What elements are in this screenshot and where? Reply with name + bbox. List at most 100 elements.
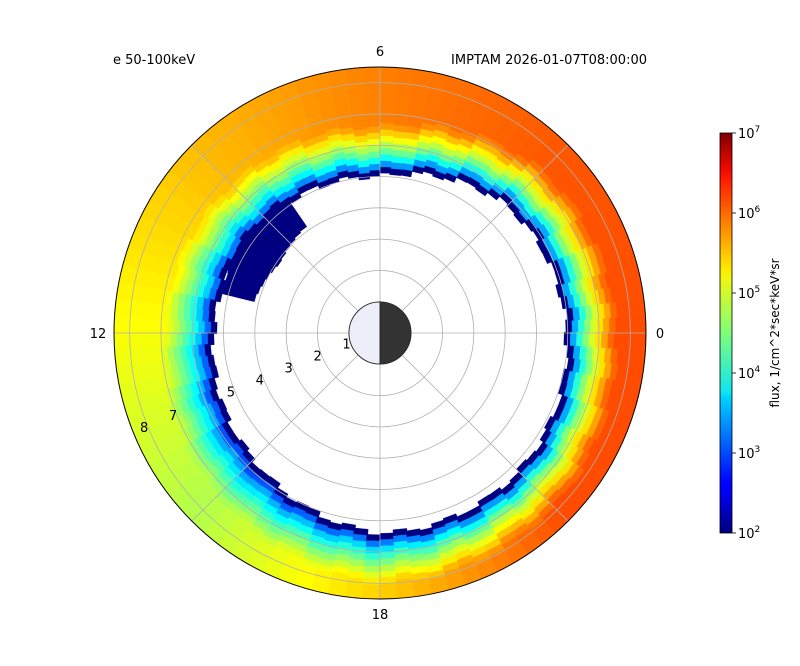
flux-cell [450, 590, 472, 599]
flux-cell [326, 596, 347, 599]
flux-cell [431, 67, 453, 72]
flux-cell [270, 67, 292, 80]
flux-cell [308, 594, 329, 599]
l-shell-tick-label: 3 [285, 361, 293, 376]
colorbar-label: flux, 1/cm^2*sec*keV*sr [768, 258, 782, 407]
flux-cell [128, 193, 145, 215]
flux-cell [129, 453, 146, 474]
flux-cell [646, 277, 656, 297]
flux-cell [644, 331, 646, 351]
flux-cell [209, 321, 218, 335]
flux-cell [640, 313, 646, 334]
earth-dayside [348, 301, 381, 365]
flux-cell [378, 67, 398, 74]
flux-cell [515, 88, 537, 106]
flux-cell [483, 72, 505, 88]
flux-cell [484, 578, 506, 594]
flux-cell [432, 593, 454, 599]
angular-grid-line [379, 332, 569, 522]
flux-cell [378, 67, 399, 68]
flux-cell [414, 57, 434, 67]
polar-grid [114, 67, 646, 599]
flux-cell [573, 512, 593, 532]
flux-cell [639, 383, 646, 405]
angular-grid-line [191, 144, 381, 334]
flux-cell [530, 99, 551, 117]
colorbar-tick-label: 103 [738, 445, 760, 462]
flux-cell [342, 67, 363, 69]
flux-cell [625, 436, 641, 458]
colorbar-gradient [719, 132, 733, 534]
flux-cell [114, 420, 128, 442]
flux-cell [101, 369, 111, 390]
flux-cell [625, 206, 641, 228]
flux-cell [638, 331, 646, 351]
l-shell-tick-label: 5 [227, 385, 235, 400]
colorbar-ticks: 102 103 104 105 106 107 [732, 125, 761, 542]
mlt-tick-label: 18 [372, 608, 389, 623]
flux-cell [114, 261, 121, 283]
flux-cell [325, 603, 346, 613]
flux-cell [136, 177, 153, 198]
flux-cell [254, 74, 276, 90]
flux-cell [634, 401, 646, 422]
l-shell-tick-label: 4 [256, 373, 264, 388]
flux-island-cell [222, 282, 258, 302]
flux-cell [114, 403, 124, 425]
flux-cell [616, 190, 633, 212]
flux-cell [114, 367, 118, 389]
flux-cell [238, 82, 260, 98]
flux-cell [156, 148, 175, 169]
flux-cell [466, 582, 488, 597]
earth-nightside [379, 301, 412, 365]
mlt-tick-label: 0 [656, 327, 664, 342]
l-shell-tick-label: 1 [342, 337, 350, 352]
flux-cell [156, 499, 175, 520]
flux-cell [208, 550, 229, 568]
flux-cell [193, 109, 214, 128]
flux-cell [362, 596, 382, 599]
flux-cell [324, 67, 345, 69]
plot-frame [113, 66, 647, 600]
flux-cell [647, 349, 656, 369]
flux-cell [378, 166, 392, 174]
earth-symbol [348, 301, 412, 365]
flux-cell [181, 122, 201, 142]
mlt-tick-label: 6 [376, 45, 384, 60]
flux-cell [572, 133, 592, 153]
angular-grid-line [379, 144, 569, 334]
flux-cell [379, 595, 400, 599]
flux-cell [546, 537, 567, 556]
l-shell-tick-labels: 1 2 3 4 5 7 8 [140, 337, 351, 436]
flux-cell [646, 367, 656, 387]
flux-cell [398, 603, 418, 612]
flux-cell [224, 559, 245, 577]
flux-cell [114, 386, 117, 408]
flux-cell [344, 602, 364, 611]
mlt-tick-label: 12 [90, 327, 107, 342]
colorbar-tick-label: 106 [738, 205, 761, 222]
flux-cell [645, 385, 646, 407]
flux-cell [639, 259, 646, 281]
flux-cell [416, 602, 437, 612]
flux-cell [122, 436, 138, 458]
flux-cell [342, 53, 362, 62]
flux-cell [637, 241, 646, 263]
flux-cell [414, 595, 436, 599]
flux-cell [560, 119, 580, 139]
flux-cell [499, 80, 521, 97]
flux-cell [255, 579, 277, 594]
flux-cell [115, 226, 130, 248]
flux-cell [114, 332, 115, 353]
flux-island-cell [240, 233, 283, 268]
flux-cell [607, 468, 624, 490]
flux-cell [114, 315, 118, 335]
flux-cell [114, 242, 121, 264]
colorbar-tick-label: 104 [738, 365, 761, 382]
angular-grid-line [191, 332, 381, 522]
flux-cell [101, 297, 110, 317]
flux-cell [102, 278, 112, 298]
flux-cell [647, 296, 656, 316]
colorbar-tick-label: 102 [738, 525, 760, 542]
flux-island-cell [235, 242, 277, 274]
